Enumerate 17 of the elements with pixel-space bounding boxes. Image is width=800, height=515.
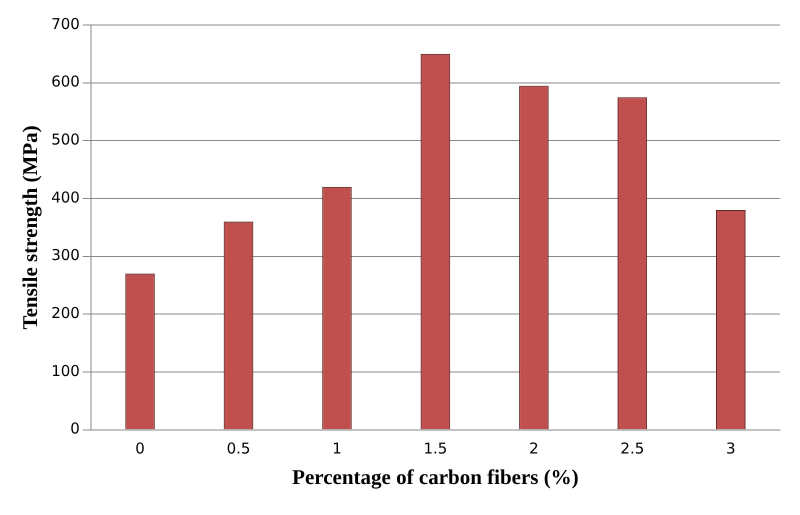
y-tick-label: 700 <box>51 14 80 33</box>
y-tick-label: 400 <box>51 188 80 206</box>
y-tick-label: 300 <box>51 246 80 264</box>
x-tick-label: 0.5 <box>226 440 250 458</box>
y-axis-title: Tensile strength (MPa) <box>18 125 42 330</box>
x-tick-label: 0 <box>135 440 145 458</box>
y-tick-label: 500 <box>51 130 80 149</box>
y-tick-label: 600 <box>51 72 80 91</box>
x-tick-label: 2.5 <box>620 440 644 458</box>
y-tick-label: 0 <box>70 420 80 438</box>
y-tick-label: 100 <box>51 362 80 380</box>
x-tick-label: 3 <box>726 440 736 458</box>
x-tick-label: 2 <box>529 440 539 458</box>
y-tick-label: 200 <box>51 304 80 322</box>
x-tick-label: 1.5 <box>423 440 448 458</box>
x-axis-title: Percentage of carbon fibers (%) <box>292 464 579 489</box>
x-tick-label: 1 <box>332 440 342 458</box>
